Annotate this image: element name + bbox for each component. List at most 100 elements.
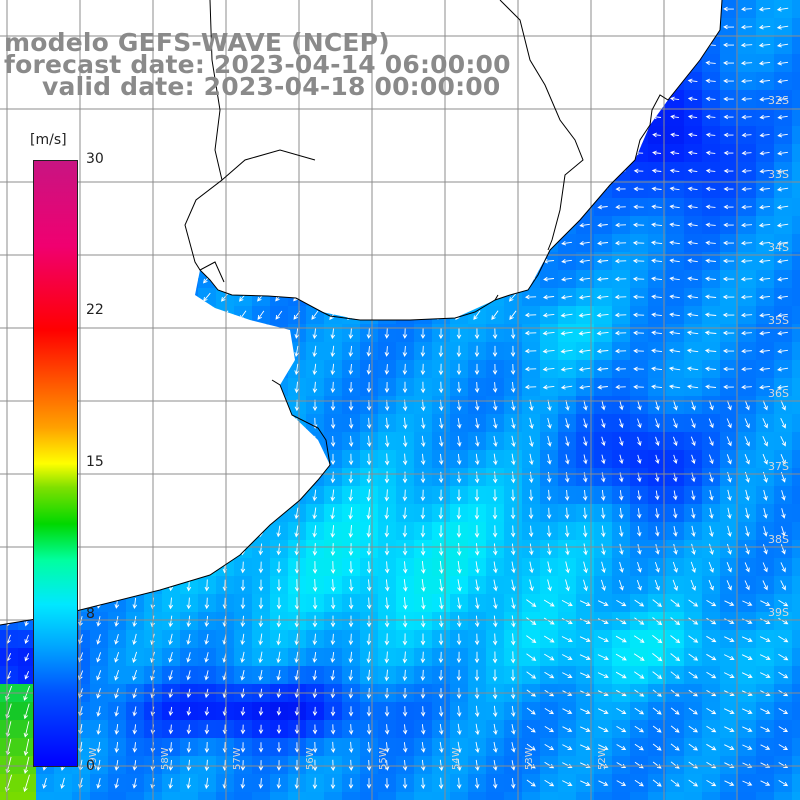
- wind-arrow: [526, 617, 537, 625]
- wind-arrow: [744, 562, 750, 573]
- wind-arrow: [420, 633, 426, 646]
- wind-arrow: [511, 760, 516, 771]
- wind-arrow: [706, 671, 717, 679]
- wind-arrow: [565, 543, 570, 556]
- wind-arrow: [529, 435, 534, 448]
- wind-arrow: [742, 600, 753, 606]
- wind-speed-cell: [36, 792, 55, 800]
- wind-speed-cell: [792, 198, 800, 217]
- wind-arrow: [672, 561, 678, 573]
- wind-arrow: [420, 742, 426, 753]
- wind-arrow: [294, 633, 300, 646]
- wind-arrow: [560, 367, 573, 372]
- wind-arrow: [759, 114, 770, 120]
- wind-speed-cell: [774, 792, 793, 800]
- wind-speed-cell: [792, 720, 800, 739]
- wind-arrow: [758, 240, 771, 246]
- wind-arrow: [23, 756, 30, 775]
- wind-arrow: [741, 222, 753, 228]
- wind-arrow: [366, 651, 372, 664]
- wind-arrow: [741, 654, 753, 660]
- wind-arrow: [438, 453, 444, 466]
- wind-arrow: [420, 453, 426, 466]
- wind-arrow: [348, 471, 354, 484]
- wind-arrow: [312, 741, 318, 753]
- wind-speed-cell: [792, 450, 800, 469]
- wind-arrow: [366, 778, 372, 789]
- wind-arrow: [366, 435, 372, 448]
- wind-arrow: [759, 348, 770, 354]
- colorbar-tick: 0: [86, 758, 95, 774]
- wind-speed-cell: [792, 468, 800, 487]
- wind-arrow: [723, 186, 734, 192]
- wind-speed-cell: [792, 504, 800, 523]
- wind-arrow: [744, 418, 750, 429]
- wind-arrow: [186, 597, 192, 610]
- wind-arrow: [706, 617, 717, 625]
- wind-speed-cell: [792, 378, 800, 397]
- wind-arrow: [366, 399, 372, 411]
- wind-arrow: [565, 436, 570, 447]
- wind-arrow: [633, 348, 644, 354]
- wind-speed-cell: [792, 576, 800, 595]
- wind-arrow: [560, 313, 573, 318]
- wind-arrow: [705, 150, 716, 156]
- wind-arrow: [402, 724, 408, 735]
- wind-arrow: [614, 294, 627, 300]
- wind-arrow: [778, 653, 789, 661]
- wind-arrow: [654, 561, 660, 573]
- wind-arrow: [258, 543, 264, 556]
- wind-arrow: [601, 561, 606, 574]
- wind-arrow: [670, 617, 681, 626]
- wind-arrow: [762, 400, 768, 411]
- wind-arrow: [672, 508, 678, 519]
- wind-arrow: [759, 96, 770, 102]
- wind-arrow: [493, 579, 498, 592]
- wind-arrow: [780, 562, 786, 573]
- wind-arrow: [330, 507, 335, 520]
- wind-arrow: [561, 600, 573, 607]
- wind-speed-cell: [792, 306, 800, 325]
- wind-arrow: [759, 186, 770, 192]
- wind-arrow: [402, 651, 408, 664]
- wind-arrow: [547, 435, 552, 447]
- wind-arrow: [132, 778, 137, 789]
- wind-arrow: [168, 724, 174, 735]
- wind-arrow: [688, 635, 699, 643]
- wind-arrow: [597, 672, 609, 679]
- wind-arrow: [619, 525, 624, 538]
- lat-label: 35S: [768, 314, 789, 327]
- wind-speed-cell: [576, 792, 595, 800]
- wind-arrow: [709, 543, 714, 555]
- wind-arrow: [348, 435, 354, 448]
- wind-arrow: [759, 312, 770, 318]
- wind-arrow: [583, 418, 588, 429]
- wind-arrow: [132, 615, 137, 628]
- wind-arrow: [705, 96, 716, 102]
- wind-speed-cell: [792, 144, 800, 163]
- wind-arrow: [669, 240, 680, 246]
- wind-arrow: [276, 651, 281, 664]
- wind-arrow: [722, 330, 735, 336]
- wind-speed-cell: [792, 666, 800, 685]
- wind-arrow: [758, 24, 771, 30]
- wind-arrow: [578, 313, 591, 318]
- wind-arrow: [132, 724, 138, 735]
- wind-arrow: [510, 345, 516, 358]
- wind-arrow: [723, 222, 734, 228]
- wind-speed-cell: [108, 792, 127, 800]
- wind-arrow: [258, 669, 263, 681]
- wind-arrow: [330, 327, 336, 340]
- wind-arrow: [615, 617, 627, 625]
- wind-arrow: [420, 507, 426, 520]
- wind-arrow: [204, 670, 209, 681]
- wind-arrow: [561, 240, 572, 246]
- wind-arrow: [637, 561, 642, 573]
- wind-arrow: [690, 418, 696, 429]
- wind-arrow: [778, 726, 788, 732]
- wind-arrow: [402, 381, 408, 394]
- wind-arrow: [651, 330, 662, 336]
- wind-arrow: [741, 78, 753, 84]
- wind-arrow: [330, 400, 336, 411]
- wind-arrow: [258, 778, 264, 789]
